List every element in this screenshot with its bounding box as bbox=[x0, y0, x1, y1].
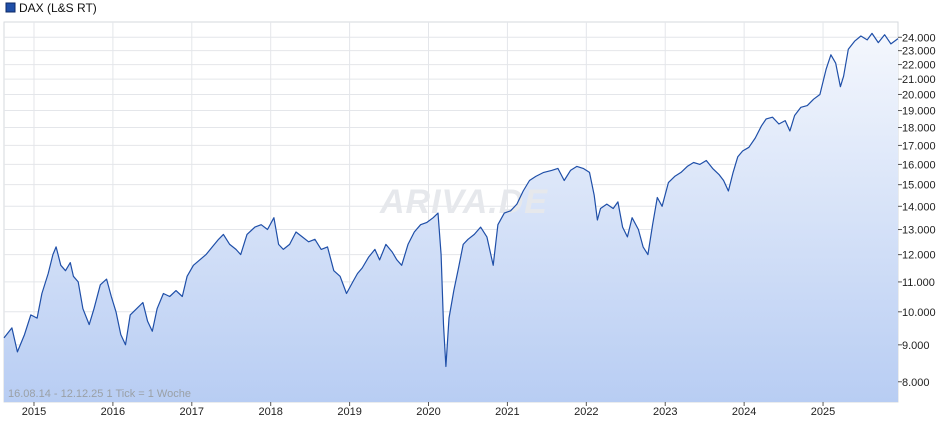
x-tick-label: 2024 bbox=[732, 406, 756, 418]
legend-swatch bbox=[5, 2, 16, 13]
y-tick-label: 16.000 bbox=[902, 159, 936, 171]
area-fill bbox=[4, 33, 898, 403]
y-tick-label: 19.000 bbox=[902, 106, 936, 118]
y-tick-label: 24.000 bbox=[902, 32, 936, 44]
y-tick-label: 12.000 bbox=[902, 250, 936, 262]
y-tick-label: 14.000 bbox=[902, 201, 936, 213]
y-tick-label: 8.000 bbox=[902, 377, 930, 389]
y-tick-label: 17.000 bbox=[902, 140, 936, 152]
y-tick-label: 21.000 bbox=[902, 74, 936, 86]
x-tick-label: 2019 bbox=[337, 406, 361, 418]
watermark: ARIVA.DE bbox=[379, 183, 548, 221]
x-tick-label: 2020 bbox=[416, 406, 440, 418]
x-axis: 2015 2016 2017 2018 2019 2020 2021 2022 2023 2024… bbox=[22, 402, 835, 418]
x-tick-label: 2023 bbox=[653, 406, 677, 418]
x-tick-label: 2025 bbox=[811, 406, 835, 418]
x-tick-label: 2018 bbox=[258, 406, 282, 418]
legend-label: DAX (L&S RT) bbox=[19, 1, 97, 15]
y-tick-label: 13.000 bbox=[902, 225, 936, 237]
y-tick-label: 20.000 bbox=[902, 89, 936, 101]
y-tick-label: 9.000 bbox=[902, 340, 930, 352]
y-tick-label: 22.000 bbox=[902, 60, 936, 72]
x-tick-label: 2016 bbox=[101, 406, 125, 418]
series-line-dax bbox=[3, 32, 899, 368]
x-tick-label: 2021 bbox=[495, 406, 519, 418]
x-tick-label: 2017 bbox=[180, 406, 204, 418]
legend: DAX (L&S RT) bbox=[5, 1, 97, 15]
y-tick-label: 18.000 bbox=[902, 122, 936, 134]
y-axis: 8.000 9.000 10.000 11.000 12.000 13.000 14.000… bbox=[898, 32, 936, 389]
y-tick-label: 11.000 bbox=[902, 277, 935, 289]
x-tick-label: 2015 bbox=[22, 406, 46, 418]
y-tick-label: 15.000 bbox=[902, 180, 936, 192]
y-tick-label: 23.000 bbox=[902, 46, 936, 58]
y-tick-label: 10.000 bbox=[902, 307, 936, 319]
x-tick-label: 2022 bbox=[574, 406, 598, 418]
date-range-info: 16.08.14 - 12.12.25 1 Tick = 1 Woche bbox=[8, 388, 191, 400]
